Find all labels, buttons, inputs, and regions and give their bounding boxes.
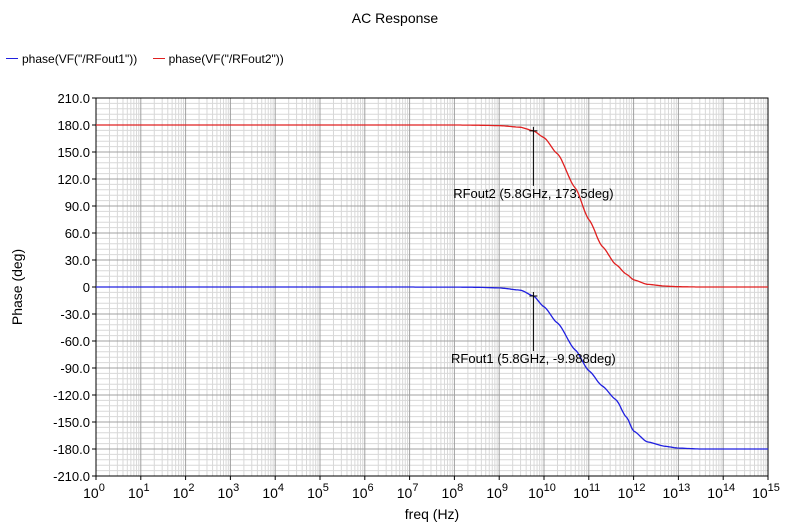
marker-annotation-1[interactable]: RFout2 (5.8GHz, 173.5deg) (453, 126, 614, 201)
legend-label-rfout1: phase(VF("/RFout1")) (22, 52, 138, 66)
y-tick-label: -90.0 (60, 361, 90, 376)
annotation-layer: RFout2 (5.8GHz, 173.5deg) RFout1 (5.8GHz,… (451, 126, 616, 366)
x-tick-label: 1013 (662, 482, 690, 501)
y-tick-label: -210.0 (53, 469, 90, 484)
y-tick-label: 120.0 (57, 172, 90, 187)
marker-label: RFout1 (5.8GHz, -9.988deg) (451, 351, 616, 366)
series-line-1[interactable] (96, 286, 768, 450)
x-tick-label: 108 (442, 482, 464, 501)
x-axis-label: freq (Hz) (405, 506, 459, 522)
x-tick-label: 1014 (707, 482, 735, 501)
x-tick-label: 1015 (752, 482, 780, 501)
y-axis: 210.0 180.0 150.0 120.0 90.0 60.0 30.0 0 -30.0 -6… (53, 91, 96, 484)
series-line-2[interactable] (96, 124, 768, 288)
x-tick-label: 106 (352, 482, 374, 501)
y-tick-label: 90.0 (65, 199, 90, 214)
x-tick-label: 102 (173, 482, 195, 501)
y-tick-label: 210.0 (57, 91, 90, 106)
y-tick-label: 0 (83, 280, 90, 295)
legend-swatch-rfout1 (6, 58, 18, 60)
x-tick-label: 107 (397, 482, 419, 501)
legend-item-rfout2[interactable]: phase(VF("/RFout2")) (152, 52, 284, 66)
x-tick-label: 1012 (618, 482, 646, 501)
y-tick-label: 180.0 (57, 118, 90, 133)
x-tick-label: 105 (307, 482, 329, 501)
x-tick-label: 1010 (528, 482, 556, 501)
y-axis-label: Phase (deg) (9, 249, 25, 325)
legend-swatch-rfout2 (152, 58, 165, 60)
x-tick-label: 104 (262, 482, 284, 501)
y-tick-label: 150.0 (57, 145, 90, 160)
y-tick-label: -120.0 (53, 388, 90, 403)
chart-title: AC Response (351, 10, 439, 26)
y-tick-label: -180.0 (53, 442, 90, 457)
legend-item-rfout1[interactable]: phase(VF("/RFout1")) (6, 52, 137, 66)
x-axis: 100 101 102 103 104 105 106 107 108 109 1010 1011 10… (83, 476, 780, 501)
legend: phase(VF("/RFout1")) phase(VF("/RFout2")… (6, 52, 296, 66)
y-tick-label: -60.0 (60, 334, 90, 349)
y-tick-label: -30.0 (60, 307, 90, 322)
marker-annotation-2[interactable]: RFout1 (5.8GHz, -9.988deg) (451, 291, 616, 366)
x-tick-label: 100 (83, 482, 105, 501)
x-tick-label: 109 (486, 482, 508, 501)
series-layer (96, 124, 768, 450)
x-tick-label: 101 (128, 482, 150, 501)
legend-label-rfout2: phase(VF("/RFout2")) (168, 52, 284, 66)
y-tick-label: -150.0 (53, 415, 90, 430)
y-tick-label: 60.0 (65, 226, 90, 241)
y-tick-label: 30.0 (65, 253, 90, 268)
x-tick-label: 1011 (573, 482, 600, 501)
marker-label: RFout2 (5.8GHz, 173.5deg) (453, 186, 613, 201)
x-tick-label: 103 (218, 482, 240, 501)
